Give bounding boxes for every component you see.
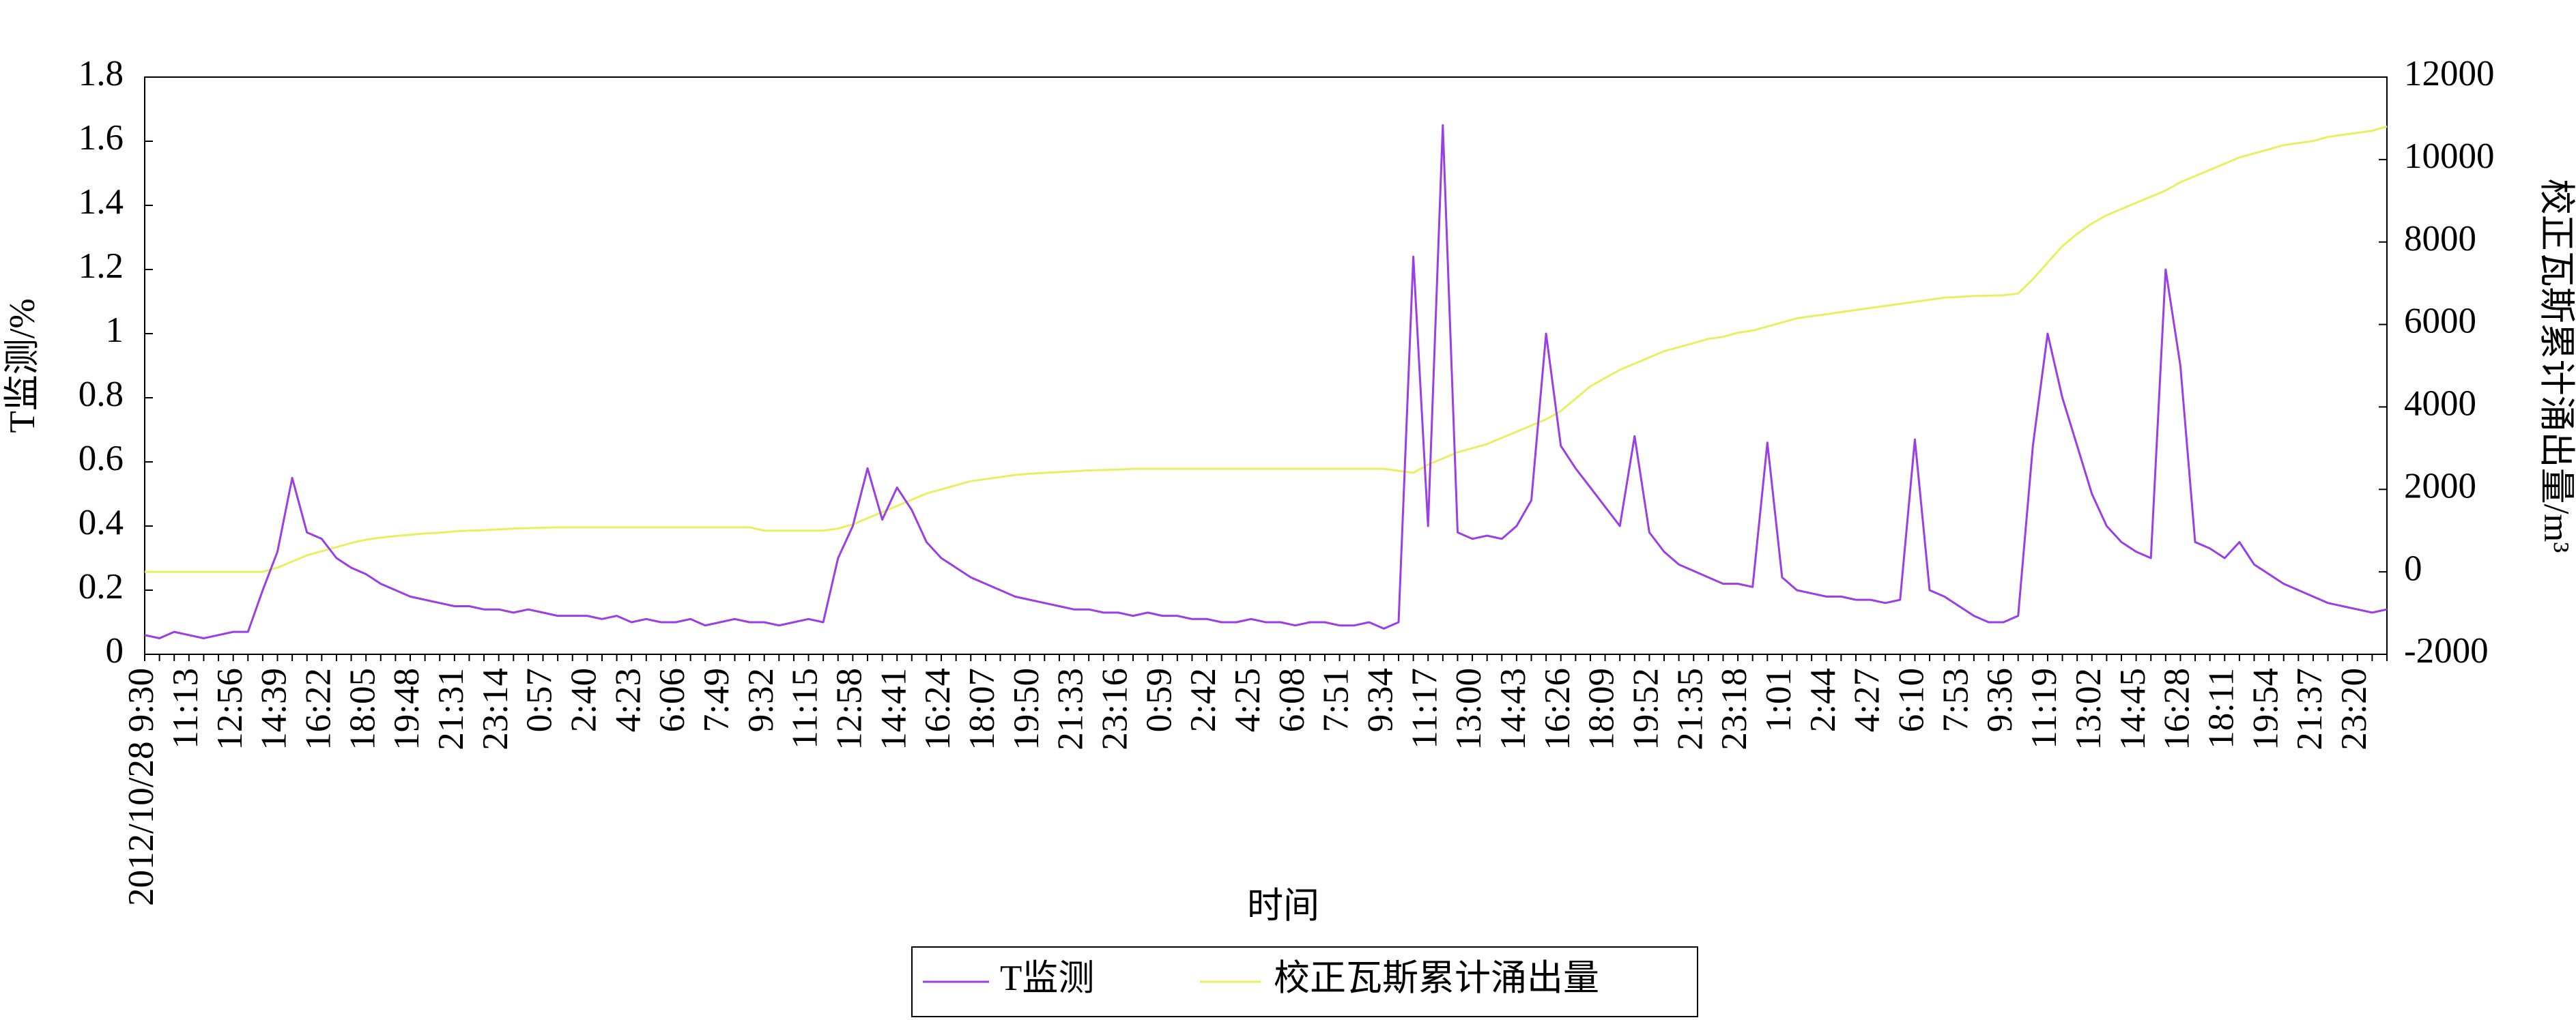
x-tick-label: 4:25	[1228, 668, 1268, 732]
x-tick-label: 9:32	[741, 668, 781, 732]
legend-label: T监测	[1000, 959, 1094, 998]
x-tick-label: 6:10	[1892, 668, 1932, 732]
y-tick-label: 0.8	[78, 375, 124, 414]
y-tick-label: 0.2	[78, 567, 124, 607]
x-tick-label: 13:00	[1449, 668, 1489, 751]
x-tick-label: 16:24	[918, 668, 958, 751]
legend-label: 校正瓦斯累计涌出量	[1274, 959, 1599, 998]
x-tick-label: 18:11	[2201, 668, 2241, 749]
y2-tick-label: 10000	[2404, 136, 2495, 176]
y-tick-label: 1.6	[78, 118, 124, 158]
x-tick-label: 16:28	[2158, 668, 2197, 751]
x-tick-label: 7:51	[1317, 668, 1356, 732]
x-tick-label: 16:26	[1538, 668, 1577, 751]
x-tick-label: 6:08	[1272, 668, 1312, 732]
x-tick-label: 18:09	[1582, 668, 1622, 751]
x-tick-label: 11:19	[2024, 668, 2064, 749]
x-tick-label: 9:36	[1980, 668, 2020, 732]
y-tick-label: 1.8	[78, 54, 124, 93]
x-tick-label: 19:54	[2246, 668, 2285, 751]
y2-tick-label: 0	[2404, 549, 2422, 588]
y2-tick-label: -2000	[2404, 631, 2489, 671]
y-tick-label: 1.2	[78, 246, 124, 286]
x-tick-label: 4:23	[608, 668, 648, 732]
x-tick-label: 0:57	[520, 668, 560, 732]
x-tick-label: 14:39	[255, 668, 294, 751]
x-tick-label: 23:16	[1096, 668, 1135, 751]
x-tick-label: 0:59	[1139, 668, 1179, 732]
x-tick-label: 11:15	[786, 668, 825, 749]
x-tick-label: 14:41	[874, 668, 913, 751]
x-tick-label: 19:50	[1007, 668, 1046, 751]
x-tick-label: 4:27	[1848, 668, 1887, 732]
y2-tick-label: 12000	[2404, 54, 2495, 93]
x-tick-label: 7:53	[1936, 668, 1975, 732]
x-tick-label: 11:17	[1405, 668, 1444, 749]
x-tick-label: 13:02	[2069, 668, 2108, 751]
x-tick-label: 2:44	[1803, 668, 1843, 732]
y-axis-label: T监测/%	[3, 298, 42, 433]
x-tick-label: 21:35	[1670, 668, 1710, 751]
x-tick-label: 11:13	[166, 668, 205, 749]
x-tick-label: 14:45	[2113, 668, 2153, 751]
x-tick-label: 6:06	[653, 668, 692, 732]
y-tick-label: 0.4	[78, 503, 124, 542]
y-tick-label: 0.6	[78, 439, 124, 478]
x-tick-label: 12:56	[210, 668, 250, 751]
x-tick-label: 21:37	[2290, 668, 2330, 751]
x-tick-label: 21:31	[431, 668, 471, 751]
x-tick-label: 2:42	[1184, 668, 1223, 732]
y-tick-label: 0	[106, 631, 124, 671]
x-tick-label: 19:52	[1627, 668, 1666, 751]
y2-tick-label: 2000	[2404, 466, 2476, 506]
x-axis-label: 时间	[1247, 886, 1319, 926]
x-tick-label: 23:18	[1715, 668, 1754, 751]
y2-tick-label: 8000	[2404, 219, 2476, 259]
y2-axis-label: 校正瓦斯累计涌出量/m³	[2536, 179, 2576, 553]
series-line	[144, 124, 2388, 639]
series-line	[145, 126, 2388, 573]
x-tick-label: 1:01	[1759, 668, 1799, 732]
x-tick-label: 21:33	[1051, 668, 1091, 751]
x-tick-label: 23:20	[2334, 668, 2374, 751]
y-tick-label: 1	[106, 310, 124, 350]
legend-box	[911, 946, 1698, 1017]
x-tick-label: 9:34	[1361, 668, 1401, 732]
x-tick-label: 14:43	[1493, 668, 1533, 751]
x-tick-label: 2:40	[564, 668, 604, 732]
x-tick-label: 12:58	[830, 668, 870, 751]
plot-frame	[144, 76, 2388, 655]
x-tick-label: 7:49	[697, 668, 736, 732]
x-tick-label: 19:48	[387, 668, 427, 751]
y2-tick-label: 6000	[2404, 302, 2476, 341]
y2-tick-label: 4000	[2404, 384, 2476, 424]
x-tick-label: 23:14	[476, 668, 515, 751]
x-tick-label: 16:22	[298, 668, 338, 751]
x-tick-label: 18:05	[343, 668, 382, 751]
x-tick-label: 2012/10/28 9:30	[121, 668, 161, 906]
x-tick-label: 18:07	[962, 668, 1002, 751]
y-tick-label: 1.4	[78, 182, 124, 222]
